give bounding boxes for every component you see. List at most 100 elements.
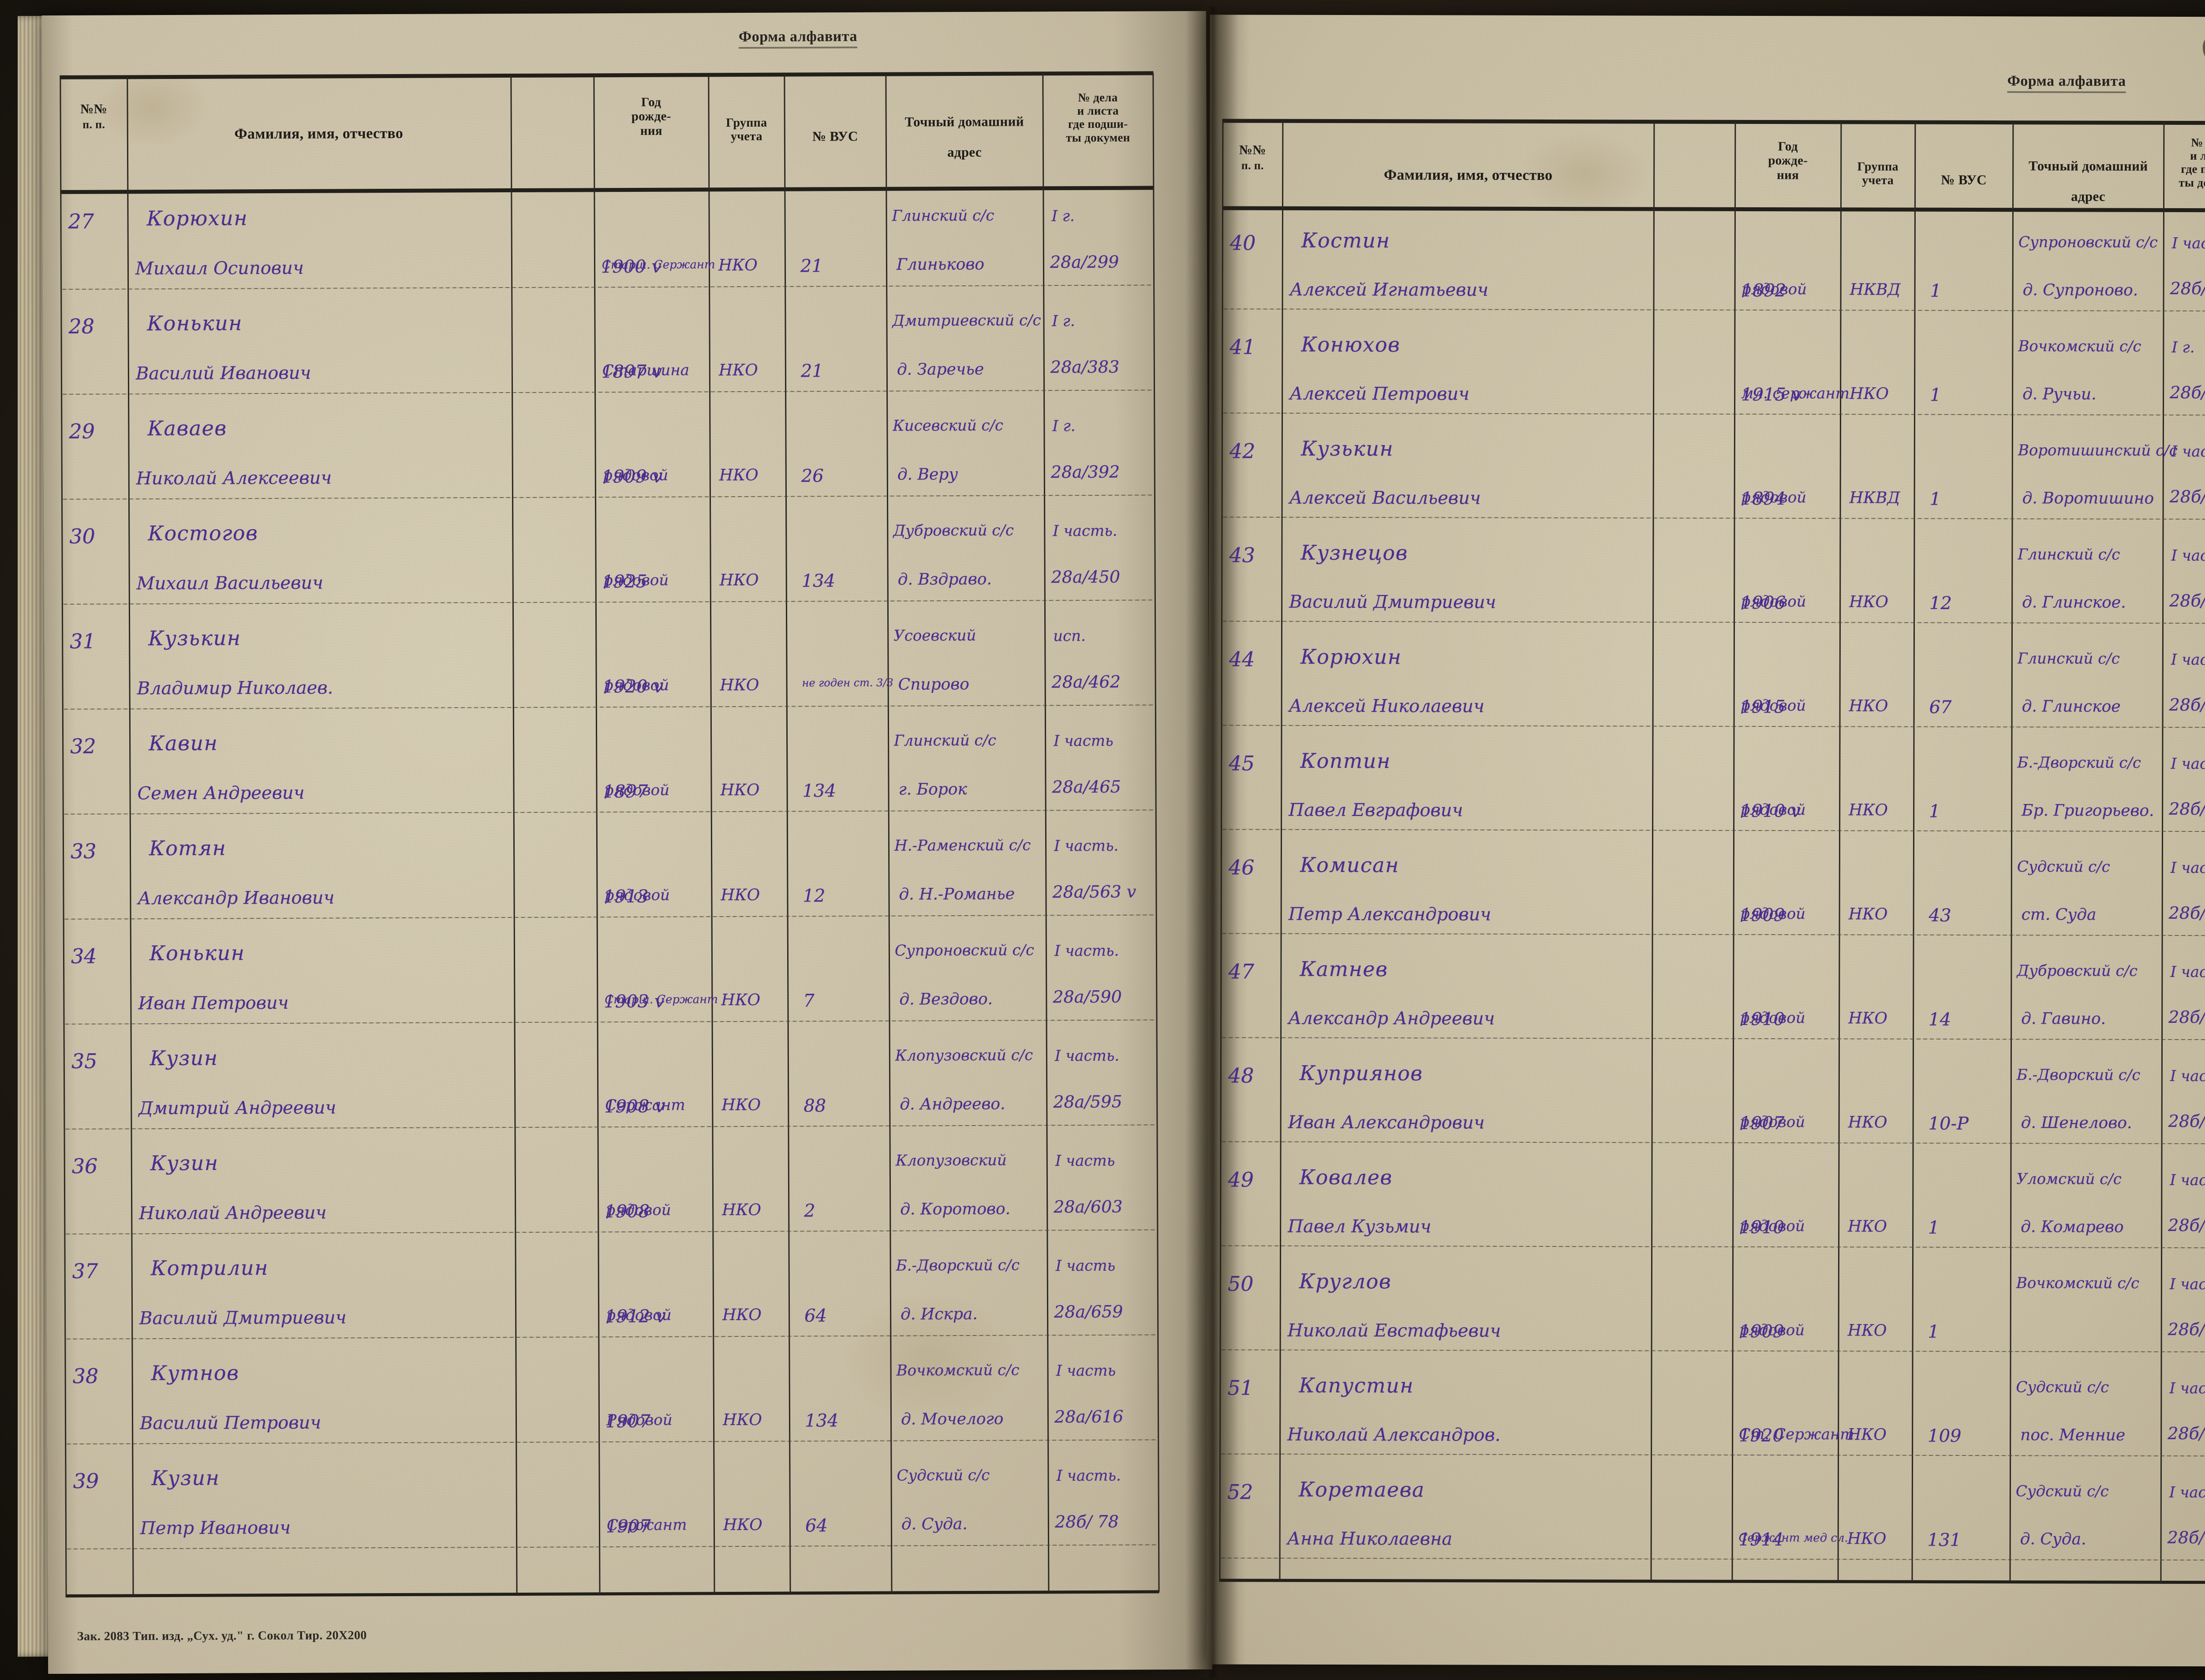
table-row: 27 Корюхин Глинский с/с I г. Михаил Осипович… xyxy=(42,11,1206,290)
row-case-number: 28б/191 xyxy=(2170,382,2205,403)
col-header-no: №№ п. п. xyxy=(62,101,126,131)
row-vus: 64 xyxy=(804,1306,827,1326)
row-case-part: I часть. xyxy=(2171,755,2205,773)
col-rule xyxy=(1042,73,1050,1593)
row-address-village: д. Вздраво. xyxy=(897,570,992,589)
row-case-part: I часть xyxy=(2169,1379,2205,1398)
row-case-number: 28а/299 xyxy=(1050,252,1119,272)
row-address-village: Глиньково xyxy=(896,255,985,274)
row-rank: рядовой xyxy=(605,1201,671,1220)
row-address-soviet: Б.-Дворский с/с xyxy=(896,1256,1020,1275)
row-number: 37 xyxy=(72,1259,98,1283)
row-separator xyxy=(64,809,1154,815)
col-header-year: Год рожде- ния xyxy=(1736,139,1839,183)
table-top-rule-left xyxy=(60,71,1154,79)
col-rule xyxy=(60,77,67,1596)
row-fullname: Николай Евстафьевич xyxy=(1287,1320,1501,1341)
row-surname: Ковалев xyxy=(1299,1165,1393,1190)
row-case-part: I часть. xyxy=(1056,1467,1121,1485)
row-number: 38 xyxy=(72,1364,99,1388)
row-separator xyxy=(67,1544,1157,1549)
open-ledger-book: Форма алфавита №№ п. п. Фамилия, имя, о xyxy=(18,6,2205,1678)
row-number: 47 xyxy=(1228,959,1254,984)
row-fullname: Михаил Васильевич xyxy=(136,572,324,594)
row-case-number: 28а/465 xyxy=(1052,777,1121,797)
row-group: НКО xyxy=(723,1515,762,1534)
row-fullname: Николай Александров. xyxy=(1287,1424,1501,1445)
row-address-village: д. Суда. xyxy=(2020,1530,2086,1549)
row-vus: 10-Р xyxy=(1928,1113,1969,1134)
row-surname: Кузнецов xyxy=(1301,540,1408,565)
row-case-part: I г. xyxy=(1052,312,1075,330)
col-rule xyxy=(1731,121,1736,1582)
row-rank: рядовой xyxy=(1739,1113,1805,1131)
row-fullname: Дмитрий Андреевич xyxy=(138,1097,336,1119)
row-vus: 1 xyxy=(1930,281,1942,301)
row-surname: Кузин xyxy=(150,1151,219,1175)
row-case-part: I часть xyxy=(2169,1275,2205,1294)
row-number: 50 xyxy=(1227,1272,1254,1296)
row-group: НКО xyxy=(1847,1321,1887,1340)
row-separator xyxy=(1221,1557,2205,1561)
row-rank: рядовой xyxy=(1739,1321,1805,1340)
row-number: 44 xyxy=(1229,647,1255,671)
row-rank: рядовой xyxy=(1741,280,1807,299)
row-group: НКО xyxy=(719,571,759,590)
col-header-year-line3: ния xyxy=(1777,168,1799,183)
col-header-case-line3: где подши- xyxy=(1068,117,1128,131)
row-separator xyxy=(1221,1453,2205,1457)
table-row: 36 Кузин Клопузовский I часть Николай Андрее… xyxy=(42,11,1206,1235)
col-header-name: Фамилия, имя, отчество xyxy=(234,125,404,142)
row-case-part: I часть xyxy=(2170,1067,2205,1085)
col-header-address-line1: Точный домашний xyxy=(2028,158,2148,174)
row-group: НКО xyxy=(1849,801,1888,819)
row-vus: 67 xyxy=(1929,697,1952,718)
table-row: 51 Капустин Судский с/с I часть Николай Алек… xyxy=(1210,15,2205,1457)
col-rule xyxy=(1911,122,1916,1582)
row-separator xyxy=(65,1019,1155,1025)
row-case-number: 28а/590 xyxy=(1053,987,1122,1007)
row-number: 40 xyxy=(1230,231,1256,255)
row-number: 41 xyxy=(1230,335,1256,359)
row-surname: Кутнов xyxy=(151,1361,239,1385)
row-fullname: Василий Иванович xyxy=(135,363,311,384)
row-surname: Котян xyxy=(149,836,227,861)
col-header-year-line2: рожде- xyxy=(1768,153,1808,168)
row-separator xyxy=(1222,829,2205,832)
row-case-part: I часть. xyxy=(2170,1171,2205,1190)
row-case-part: I часть. xyxy=(1053,522,1117,540)
row-separator xyxy=(64,914,1154,920)
table-row: 37 Котрилин Б.-Дворский с/с I часть Василий … xyxy=(42,11,1206,1340)
col-rule xyxy=(127,77,134,1596)
row-fullname: Павел Евграфович xyxy=(1289,800,1463,821)
row-rank: рядовой xyxy=(1741,592,1806,611)
row-fullname: Павел Кузьмич xyxy=(1288,1216,1431,1237)
col-header-year-line2: рожде- xyxy=(631,109,671,124)
row-group: НКО xyxy=(720,676,759,695)
row-group: НКО xyxy=(720,781,760,800)
col-rule xyxy=(1837,122,1842,1582)
col-rule xyxy=(593,75,601,1594)
col-header-group-line1: Группа xyxy=(726,116,767,130)
row-surname: Коптин xyxy=(1300,748,1391,773)
row-vus: 12 xyxy=(803,886,826,906)
row-fullname: Василий Дмитриевич xyxy=(1289,591,1496,613)
row-case-number: 28а/462 xyxy=(1051,672,1121,692)
col-header-no-line2: п. п. xyxy=(82,118,105,131)
row-separator xyxy=(1222,1037,2205,1040)
row-rank: рядовой xyxy=(1740,696,1806,715)
row-vus: 1 xyxy=(1928,1321,1940,1342)
row-case-part: I г. xyxy=(1051,207,1075,225)
row-surname: Костогов xyxy=(148,521,258,546)
row-address-soviet: Супроновский с/с xyxy=(894,941,1035,960)
row-separator xyxy=(1221,1349,2205,1353)
row-vus: 134 xyxy=(801,571,836,591)
row-number: 51 xyxy=(1227,1376,1254,1400)
row-address-village: д. Суда. xyxy=(901,1515,968,1534)
row-rank: Сержант мед сл. xyxy=(1738,1531,1848,1545)
row-separator xyxy=(1223,308,2205,312)
row-address-village: д. Комарево xyxy=(2021,1218,2124,1236)
row-case-number: 28а/659 xyxy=(1054,1302,1123,1322)
row-case-part: I часть xyxy=(1054,732,1114,750)
row-vus: 134 xyxy=(802,781,837,801)
